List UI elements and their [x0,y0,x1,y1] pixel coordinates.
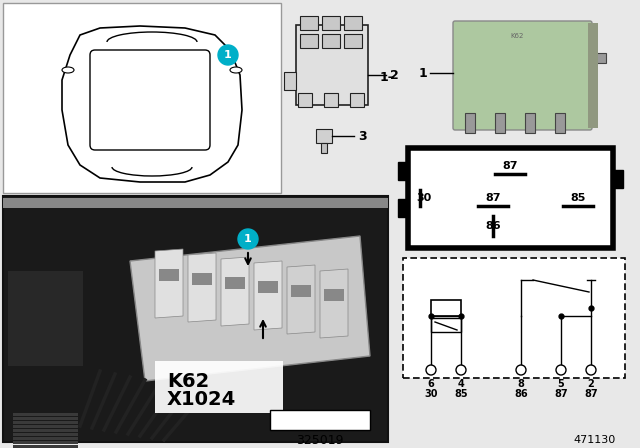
Bar [258,281,278,293]
Text: X1024: X1024 [167,389,236,409]
Polygon shape [130,236,370,381]
Bar [13,421,78,424]
Text: 86: 86 [485,221,501,231]
Bar [465,113,475,133]
Bar [13,445,78,448]
Polygon shape [320,269,348,338]
Text: 2: 2 [390,69,399,82]
Bar [322,34,340,48]
Text: 30: 30 [424,389,438,399]
Bar [3,3,281,193]
Text: 87: 87 [554,389,568,399]
Circle shape [516,365,526,375]
FancyBboxPatch shape [453,21,592,130]
Bar [155,361,283,413]
Bar [13,437,78,440]
Text: 325019: 325019 [296,434,344,447]
Bar [13,433,78,436]
Bar [344,34,362,48]
Text: 5: 5 [557,379,564,389]
Bar [270,410,370,430]
Polygon shape [155,249,183,318]
Text: 4: 4 [458,379,465,389]
Bar [298,93,312,107]
Bar [322,16,340,30]
Text: 1: 1 [244,234,252,244]
Text: 1–: 1– [380,70,395,83]
Text: 85: 85 [570,193,586,203]
Text: 1: 1 [224,50,232,60]
Bar [324,93,338,107]
Bar [316,129,332,143]
Text: K62: K62 [167,371,209,391]
Bar [300,16,318,30]
Bar [398,199,408,217]
Bar [3,198,388,208]
Bar [398,162,408,180]
Text: 87: 87 [584,389,598,399]
Text: 6: 6 [428,379,435,389]
Bar [403,258,625,378]
Text: 3: 3 [358,129,367,142]
Bar [13,429,78,432]
Bar [344,16,362,30]
Bar [3,196,388,442]
Bar [8,271,83,366]
Text: K62: K62 [510,33,524,39]
Text: 30: 30 [417,193,431,203]
Bar [431,318,461,332]
FancyBboxPatch shape [90,50,210,150]
PathPatch shape [62,26,242,182]
Bar [284,72,296,90]
Circle shape [426,365,436,375]
Text: 1: 1 [419,66,427,79]
Text: 87: 87 [502,161,518,171]
Bar [495,113,505,133]
Text: 87: 87 [485,193,500,203]
Ellipse shape [62,67,74,73]
Text: 471130: 471130 [574,435,616,445]
Polygon shape [254,261,282,330]
Bar [225,277,245,289]
Bar [192,273,212,285]
Polygon shape [188,253,216,322]
Circle shape [218,45,238,65]
Polygon shape [287,265,315,334]
Bar [431,300,461,316]
Bar [291,285,311,297]
Circle shape [238,229,258,249]
Bar [592,53,606,63]
Bar [13,413,78,416]
Bar [555,113,565,133]
Bar [159,269,179,281]
Text: 85: 85 [454,389,468,399]
Bar [300,34,318,48]
Bar [321,143,327,153]
Bar [613,170,623,188]
Bar [525,113,535,133]
Bar [324,289,344,301]
Bar [13,425,78,428]
Circle shape [586,365,596,375]
Ellipse shape [230,67,242,73]
Bar [296,25,368,105]
Circle shape [456,365,466,375]
Bar [13,441,78,444]
Text: 2: 2 [588,379,595,389]
Text: 8: 8 [518,379,524,389]
Circle shape [556,365,566,375]
Bar [408,148,613,248]
Bar [350,93,364,107]
Bar [13,417,78,420]
Text: 86: 86 [514,389,528,399]
Bar [588,23,598,128]
Polygon shape [221,257,249,326]
